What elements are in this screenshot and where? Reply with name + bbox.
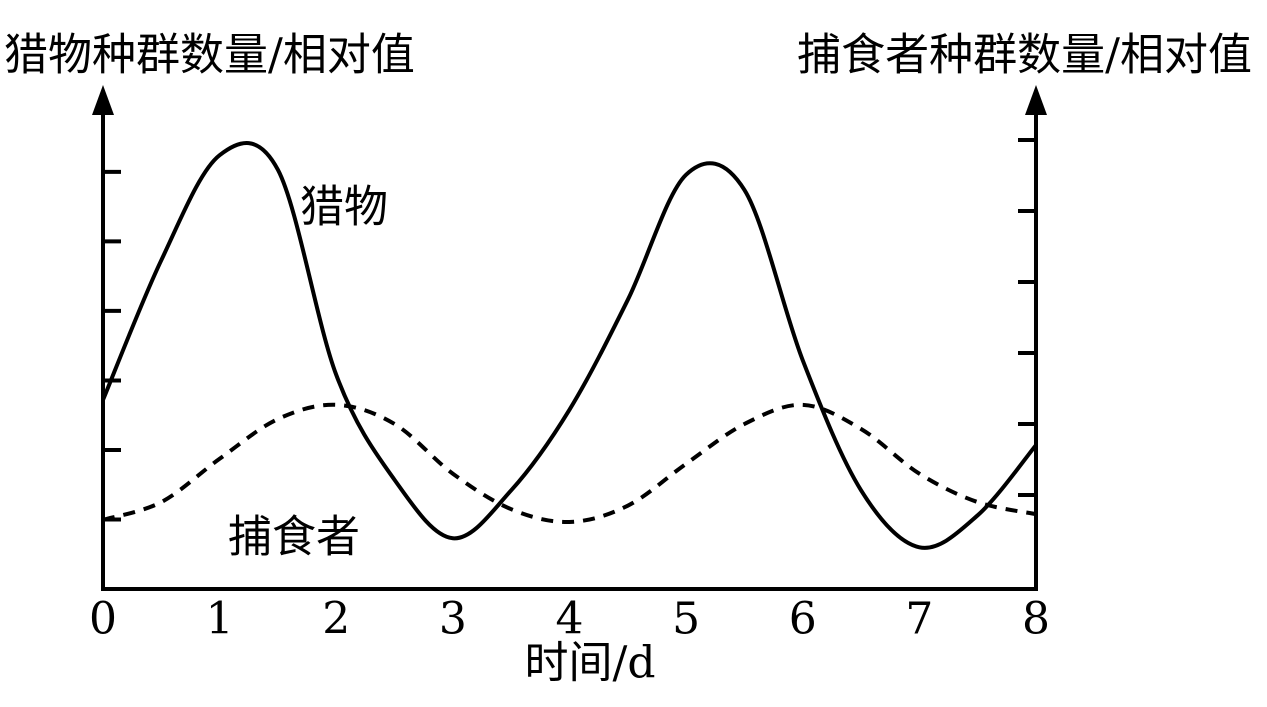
series-label: 捕食者	[228, 512, 360, 563]
series-line	[101, 141, 1038, 550]
series-line	[102, 402, 1037, 524]
x-tick-label: 0	[89, 594, 117, 645]
x-tick-label: 3	[439, 594, 467, 645]
series-label: 猎物	[300, 182, 388, 233]
x-tick-label: 7	[905, 594, 933, 645]
x-tick-label: 5	[672, 594, 700, 645]
y2-axis-arrow	[1025, 85, 1047, 115]
x-tick-label: 4	[556, 594, 584, 645]
x-tick-label: 6	[789, 594, 817, 645]
y-axis-label: 猎物种群数量/相对值	[4, 30, 415, 81]
x-tick-label: 1	[206, 594, 234, 645]
y2-axis-label: 捕食者种群数量/相对值	[797, 30, 1252, 81]
x-tick-label: 2	[322, 594, 350, 645]
x-tick-label: 8	[1022, 594, 1050, 645]
x-axis-label: 时间/d	[525, 638, 656, 689]
y-axis-arrow	[92, 85, 114, 115]
